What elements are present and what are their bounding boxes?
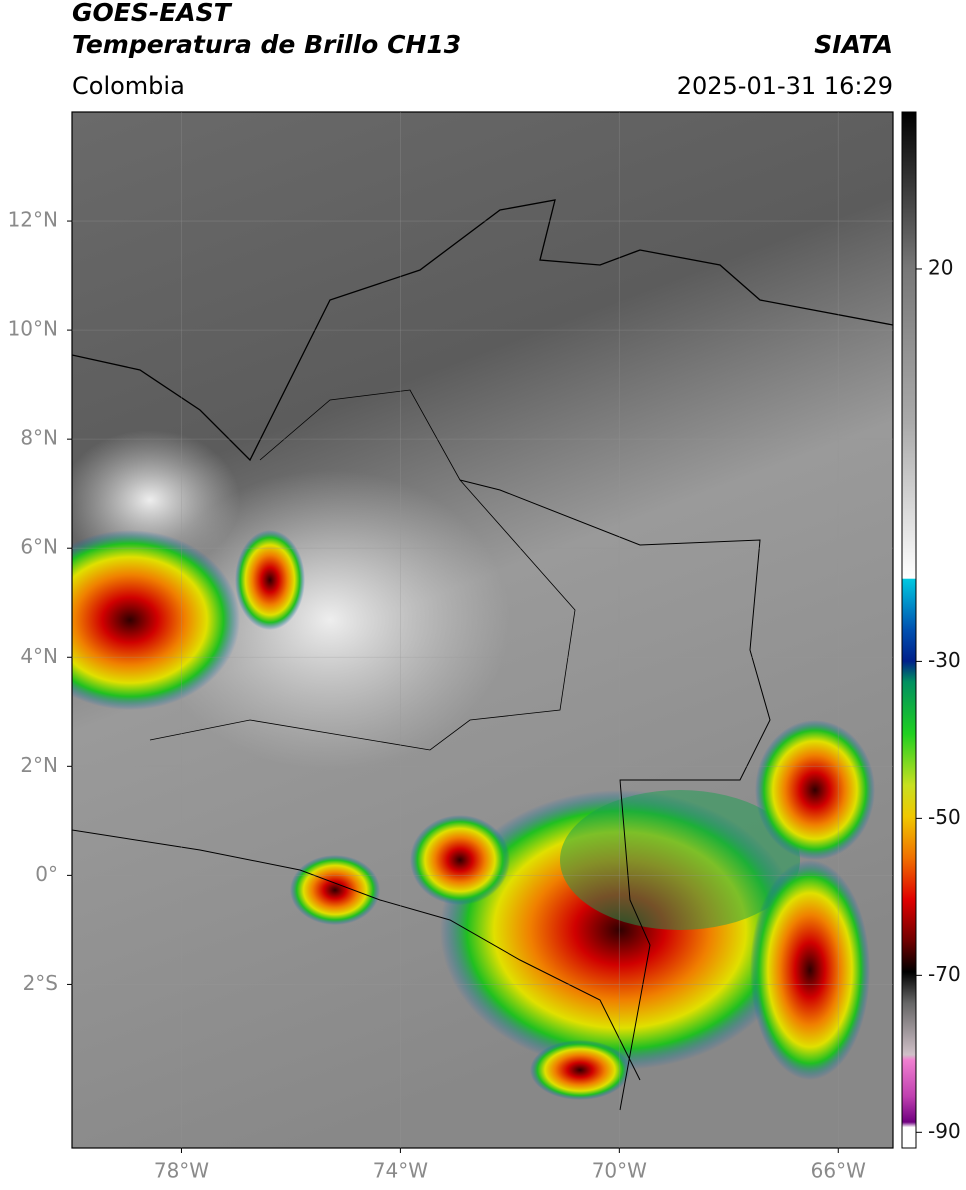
x-tick-label: 70°W	[592, 1159, 647, 1183]
x-tick-label: 78°W	[154, 1159, 209, 1183]
colorbar-tick-label: -30	[928, 648, 961, 672]
colorbar-tick-label: -70	[928, 962, 961, 986]
region: Colombia	[72, 72, 185, 100]
subtitle: Temperatura de Brillo CH13	[72, 30, 461, 59]
colorbar	[901, 111, 917, 1149]
y-tick-label: 2°N	[20, 753, 58, 777]
source: SIATA	[814, 30, 893, 59]
y-tick-label: 0°	[35, 862, 58, 886]
y-tick-label: 10°N	[8, 317, 58, 341]
colorbar-tick-label: 20	[928, 255, 953, 279]
map-frame	[71, 111, 894, 1149]
y-tick-label: 4°N	[20, 644, 58, 668]
colorbar-tick-label: -90	[928, 1119, 961, 1143]
datetime: 2025-01-31 16:29	[677, 72, 893, 100]
title: GOES-EAST	[72, 0, 233, 27]
x-tick-label: 66°W	[811, 1159, 866, 1183]
x-tick-label: 74°W	[373, 1159, 428, 1183]
y-tick-label: 6°N	[20, 535, 58, 559]
y-tick-label: 12°N	[8, 208, 58, 232]
y-tick-label: 2°S	[23, 971, 58, 995]
colorbar-tick-label: -50	[928, 805, 961, 829]
y-tick-label: 8°N	[20, 426, 58, 450]
satellite-image	[72, 112, 893, 1148]
